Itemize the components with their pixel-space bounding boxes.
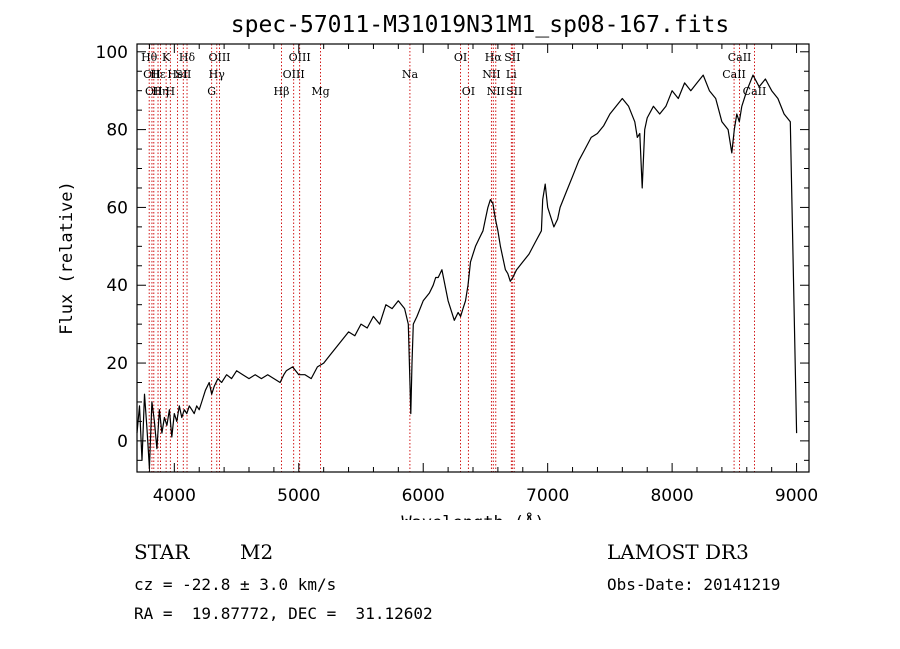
line-marker-label-9: Hδ [179,51,196,64]
observation-date: Obs-Date: 20141219 [607,575,781,594]
object-class: STAR [134,540,190,564]
line-marker-label-11: Hγ [209,68,226,81]
line-marker-label-12: OIII [208,51,230,64]
line-marker-label-24: SII [504,51,520,64]
line-marker-label-1: OII [143,68,161,81]
line-marker-label-20: NII [482,68,500,81]
plot-frame [136,43,810,473]
x-axis-label: Wavelength (Å) [401,511,544,520]
spectrum-chart: spec-57011-M31019N31M1_sp08-167.fits Hθ O… [57,12,818,520]
line-marker-label-7: HeI [167,68,187,81]
line-marker-label-13: Hβ [274,85,290,98]
line-marker-label-22: NII [487,85,505,98]
coordinates-text: RA = 19.87772, DEC = 31.12602 [134,604,433,623]
line-marker-label-8: SII [175,68,191,81]
line-marker-label-3: Hε [150,68,166,81]
line-marker-label-6: H [166,85,176,98]
x-tick-label-4000: 4000 [153,486,196,506]
emission-line-labels: HθOIIOIIHεHηKHHeISIIHδGHγOIIIHβOIIIOIIIM… [141,51,766,98]
line-marker-label-23: Li [506,68,517,81]
line-marker-label-4: Hη [152,85,168,98]
velocity-text: cz = -22.8 ± 3.0 km/s [134,575,337,594]
x-tick-label-7000: 7000 [526,486,569,506]
line-marker-label-18: OI [454,51,467,64]
line-marker-label-28: CaII [743,85,767,98]
y-axis-ticks: 0 20 40 60 80 100 [96,43,809,461]
y-tick-label-0: 0 [117,432,128,452]
line-marker-label-27: CaII [728,51,752,64]
y-tick-label-40: 40 [106,276,128,296]
spectrum-series [136,74,798,469]
x-axis-ticks: 4000 5000 6000 7000 8000 9000 [148,44,818,506]
line-marker-label-17: Na [402,68,419,81]
line-marker-label-14: OIII [283,68,305,81]
line-marker-label-16: Mg [311,85,329,98]
chart-title: spec-57011-M31019N31M1_sp08-167.fits [231,12,730,38]
spectral-subclass: M2 [240,540,274,564]
y-tick-label-20: 20 [106,354,128,374]
y-tick-label-60: 60 [106,198,128,218]
spectrum-line [136,74,798,469]
line-marker-label-26: CaII [722,68,746,81]
emission-line-markers [148,44,755,472]
y-axis-label: Flux (relative) [57,181,77,335]
survey-name: LAMOST DR3 [607,540,749,564]
x-tick-label-9000: 9000 [775,486,818,506]
x-tick-label-8000: 8000 [650,486,693,506]
x-tick-label-5000: 5000 [277,486,320,506]
line-marker-label-10: G [207,85,216,98]
x-tick-label-6000: 6000 [402,486,445,506]
line-marker-label-2: OII [145,85,163,98]
y-tick-label-100: 100 [96,43,128,63]
line-marker-label-21: Hα [485,51,503,64]
line-marker-label-25: SII [506,85,522,98]
line-marker-label-19: OI [462,85,475,98]
line-marker-label-15: OIII [289,51,311,64]
line-marker-label-5: K [162,51,171,64]
y-tick-label-80: 80 [106,121,128,141]
line-marker-label-0: Hθ [141,51,158,64]
